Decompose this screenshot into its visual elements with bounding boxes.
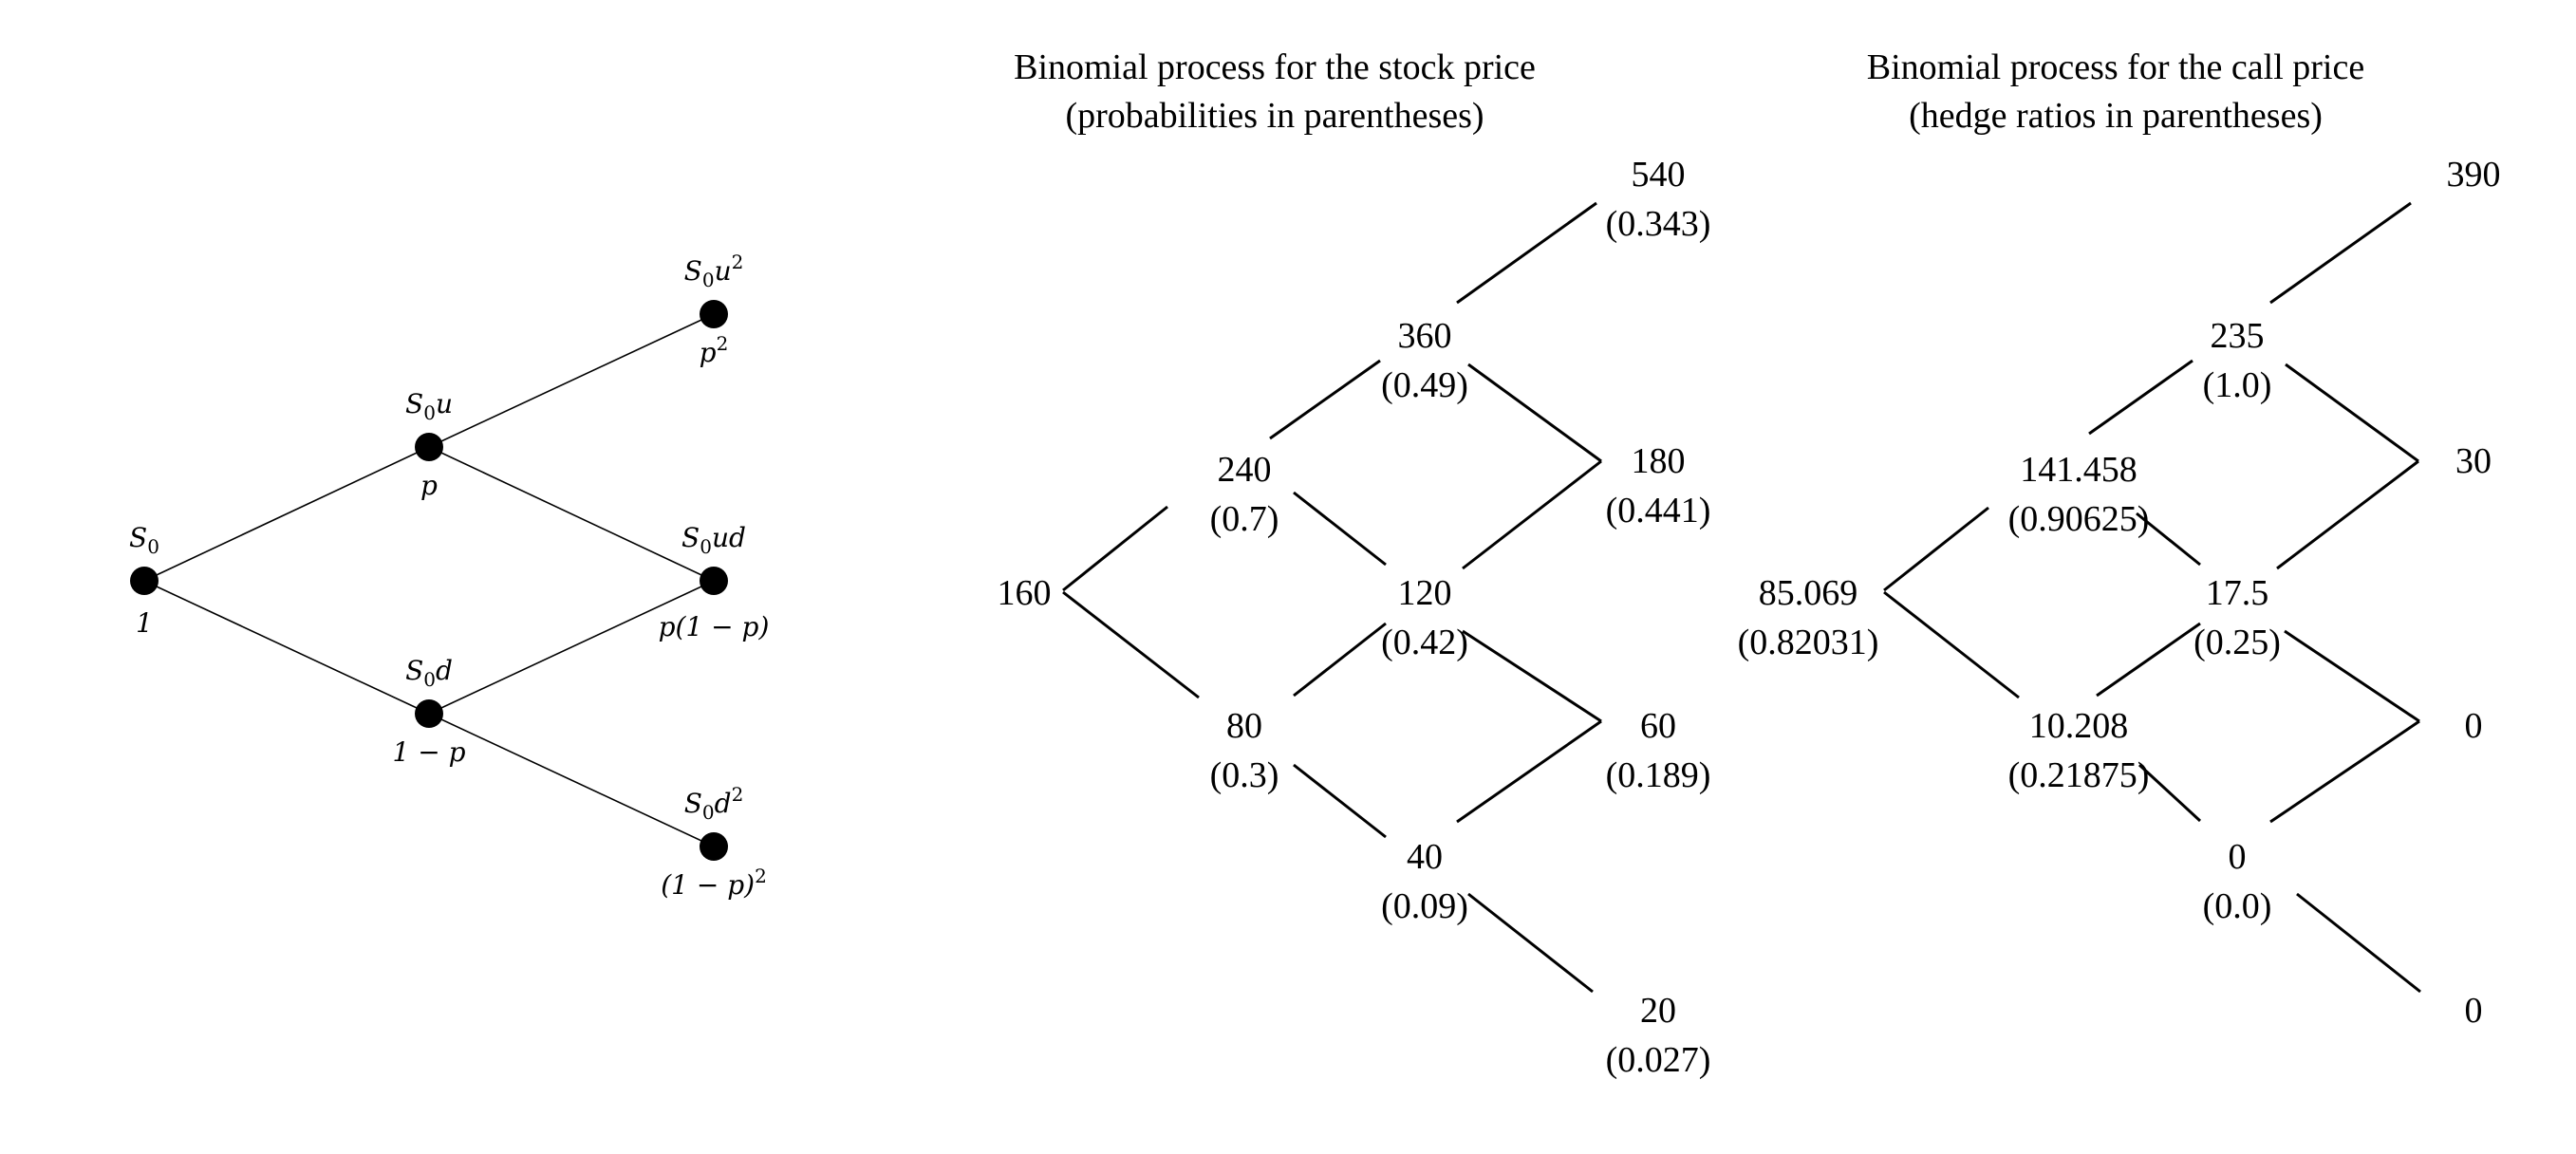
call_tree-edge-c-f (2137, 763, 2202, 823)
node-label-s0: S0 (129, 522, 159, 558)
stock_tree-edge-c-f (1293, 763, 1387, 839)
node-label-s0d2: S0d2 (684, 783, 744, 824)
call_tree-node-value-j: 0 (2465, 991, 2483, 1031)
stock_tree-edge-d-h (1467, 363, 1602, 463)
stock-price-tree: 160 240 (0.7) 80 (0.3) 360 (0.49) 120 (0.42) 40 (0… (998, 155, 1711, 1080)
stock_tree-edge-c-e (1293, 622, 1387, 698)
tree-edge-s0d-s0d2 (428, 713, 715, 847)
node-prob-s0d: 1 − p (393, 736, 466, 768)
call_tree-node-sub-b: (0.90625) (2008, 499, 2150, 539)
call_tree-edge-f-j (2296, 892, 2421, 994)
call_tree-edge-d-g (2269, 201, 2412, 305)
call_tree-node-value-e: 17.5 (2206, 573, 2269, 613)
node-prob-s0u: p (420, 470, 438, 501)
stock_tree-node-value-e: 120 (1398, 573, 1452, 613)
tree-node-s0u2 (700, 300, 728, 328)
stock_tree-edge-b-d (1269, 359, 1381, 440)
call_tree-edge-b-d (2088, 359, 2193, 436)
stock_tree-node-value-g: 540 (1632, 155, 1686, 195)
stock_tree-node-sub-d: (0.49) (1381, 365, 1468, 405)
call_tree-edge-a-c (1883, 590, 2020, 699)
stock_tree-node-sub-b: (0.7) (1210, 499, 1279, 539)
stock_tree-node-sub-g: (0.343) (1606, 204, 1711, 244)
stock_tree-node-value-a: 160 (998, 573, 1052, 613)
stock_tree-node-sub-i: (0.189) (1606, 755, 1711, 795)
node-label-s0u2: S0u2 (684, 251, 744, 291)
node-prob-s0d2: (1 − p)2 (661, 865, 767, 901)
tree-node-s0 (130, 567, 159, 595)
call-tree-title: Binomial process for the call price (hed… (1867, 47, 2364, 136)
stock_tree-node-sub-e: (0.42) (1381, 623, 1468, 662)
stock_tree-edge-a-c (1062, 590, 1200, 699)
call-title-line1: Binomial process for the call price (1867, 47, 2364, 87)
stock_tree-node-sub-j: (0.027) (1606, 1040, 1711, 1080)
node-label-s0u: S0u (405, 388, 453, 424)
call_tree-node-value-f: 0 (2229, 837, 2247, 877)
stock_tree-edge-e-i (1462, 629, 1602, 723)
tree-node-s0d2 (700, 832, 728, 861)
stock-tree-title: Binomial process for the stock price (pr… (1014, 47, 1536, 136)
stock_tree-edge-d-g (1456, 201, 1597, 305)
call-price-tree: 85.069 (0.82031) 141.458 (0.90625) 10.208 (0.… (1738, 155, 2501, 1031)
stock_tree-node-value-d: 360 (1398, 316, 1452, 356)
node-prob-s0u2: p2 (700, 332, 729, 368)
call_tree-node-sub-c: (0.21875) (2008, 755, 2150, 795)
tree-node-s0u (415, 433, 443, 461)
call_tree-node-value-i: 0 (2465, 706, 2483, 746)
call-title-line2: (hedge ratios in parentheses) (1909, 96, 2323, 136)
stock_tree-node-sub-c: (0.3) (1210, 755, 1279, 795)
stock_tree-node-value-h: 180 (1632, 441, 1686, 481)
node-label-s0d: S0d (405, 655, 453, 691)
tree-edge-s0d-s0ud (428, 580, 715, 715)
call_tree-node-value-d: 235 (2211, 316, 2265, 356)
call_tree-node-value-h: 30 (2455, 441, 2492, 481)
call_tree-node-sub-d: (1.0) (2203, 365, 2272, 405)
call_tree-node-sub-f: (0.0) (2203, 886, 2272, 926)
node-label-s0ud: S0ud (681, 522, 746, 558)
stock_tree-node-sub-h: (0.441) (1606, 491, 1711, 530)
stock_tree-edge-a-b (1062, 505, 1168, 592)
call_tree-edge-d-h (2285, 363, 2419, 463)
stock_tree-edge-f-j (1467, 892, 1594, 994)
binomial-tree-schematic: S0 1 S0u p S0d 1 − p S0u2 p2 S0ud p(1 − p) S0d2 (1 … (129, 251, 769, 901)
call_tree-node-value-b: 141.458 (2020, 450, 2137, 490)
node-prob-s0: 1 (136, 607, 153, 639)
stock_tree-node-value-c: 80 (1226, 706, 1262, 746)
stock_tree-node-value-f: 40 (1407, 837, 1443, 877)
call_tree-edge-e-h (2276, 459, 2419, 570)
tree-edge-s0u-s0u2 (428, 313, 715, 448)
call_tree-edge-a-b (1883, 506, 1989, 592)
call_tree-edge-c-e (2096, 622, 2201, 698)
stock_tree-node-sub-f: (0.09) (1381, 886, 1468, 926)
tree-edge-s0-s0d (143, 580, 430, 715)
stock-title-line2: (probabilities in parentheses) (1065, 96, 1484, 136)
node-prob-s0ud: p(1 − p) (659, 611, 770, 642)
tree-node-s0ud (700, 567, 728, 595)
call_tree-node-value-c: 10.208 (2029, 706, 2129, 746)
stock_tree-edge-e-h (1462, 459, 1602, 570)
stock_tree-node-value-i: 60 (1640, 706, 1676, 746)
tree-edge-s0-s0u (143, 446, 430, 582)
stock_tree-edge-b-e (1293, 491, 1387, 567)
call_tree-node-value-g: 390 (2447, 155, 2501, 195)
stock_tree-edge-f-i (1456, 719, 1602, 824)
call_tree-edge-f-i (2269, 719, 2420, 824)
stock-title-line1: Binomial process for the stock price (1014, 47, 1536, 87)
call_tree-node-sub-a: (0.82031) (1738, 623, 1879, 662)
tree-node-s0d (415, 699, 443, 728)
tree-edge-s0u-s0ud (428, 446, 715, 582)
call_tree-node-value-a: 85.069 (1759, 573, 1858, 613)
stock_tree-node-value-j: 20 (1640, 991, 1676, 1031)
call_tree-edge-e-i (2284, 629, 2420, 723)
call_tree-edge-b-e (2136, 512, 2201, 567)
stock_tree-node-value-b: 240 (1218, 450, 1272, 490)
call_tree-node-sub-e: (0.25) (2193, 623, 2281, 662)
